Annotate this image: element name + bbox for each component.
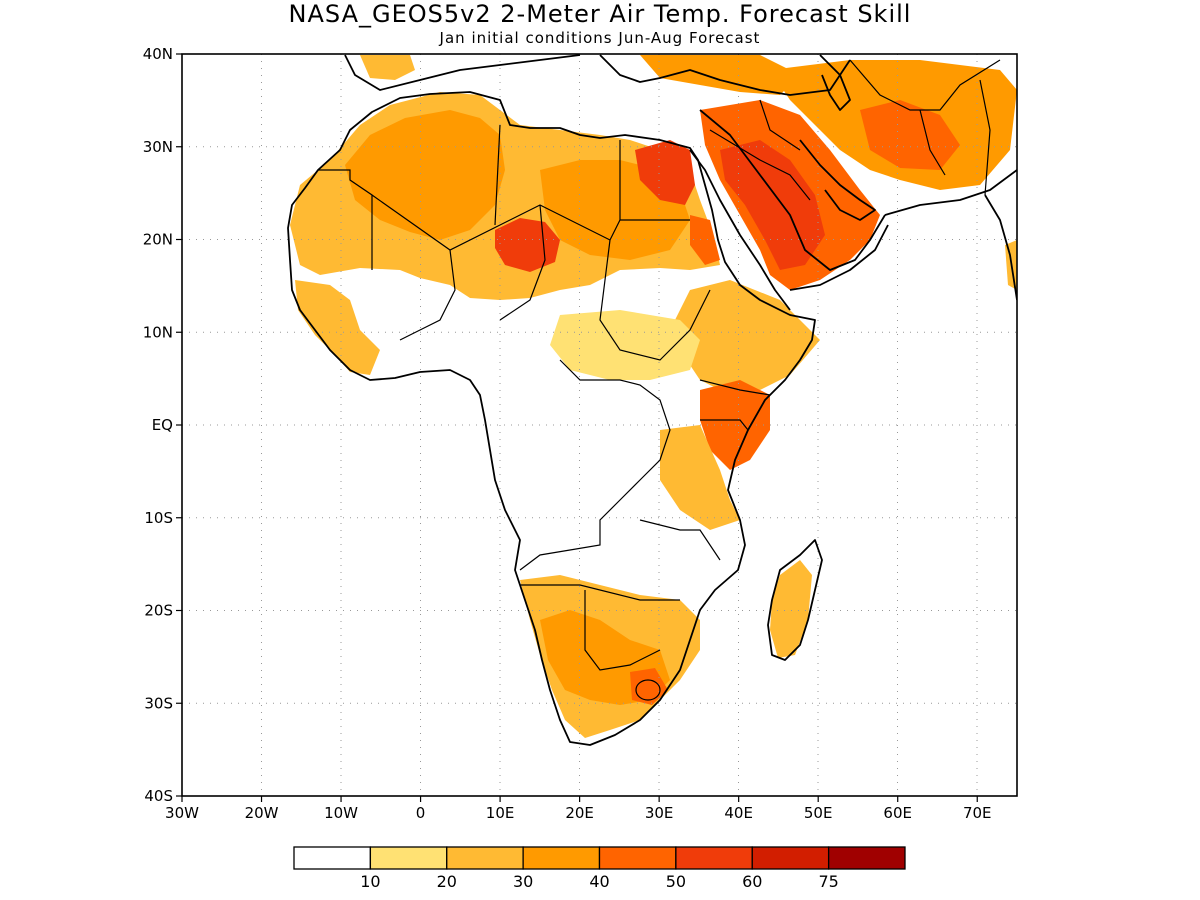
lat-label: 10S bbox=[144, 509, 173, 527]
gulf-coast bbox=[799, 139, 876, 221]
lon-label: 10E bbox=[486, 804, 515, 822]
colorbar-label: 60 bbox=[742, 872, 762, 891]
map-subtitle: Jan initial conditions Jun-Aug Forecast bbox=[439, 29, 761, 47]
shade-east-coast bbox=[660, 425, 740, 530]
colorbar-label: 50 bbox=[666, 872, 686, 891]
lon-label: 20E bbox=[565, 804, 594, 822]
coastlines bbox=[287, 54, 1017, 746]
lat-label: 40N bbox=[143, 45, 173, 63]
lat-label: 10N bbox=[143, 323, 173, 341]
colorbar-label: 75 bbox=[818, 872, 838, 891]
latitude-labels: 40N 30N 20N 10N EQ 10S 20S 30S 40S bbox=[143, 45, 182, 805]
lon-label: 60E bbox=[883, 804, 912, 822]
colorbar-label: 40 bbox=[589, 872, 609, 891]
caspian-coast bbox=[819, 54, 851, 111]
lat-label: 40S bbox=[144, 787, 173, 805]
skill-shading bbox=[290, 55, 1017, 738]
colorbar-label: 10 bbox=[360, 872, 380, 891]
shade-north-strip bbox=[640, 55, 800, 95]
lon-label: 50E bbox=[804, 804, 833, 822]
colorbar-swatch bbox=[293, 846, 372, 870]
lat-label: 20S bbox=[144, 602, 173, 620]
shade-sahara-core bbox=[345, 110, 505, 240]
shade-egypt bbox=[635, 140, 695, 205]
shade-iberia bbox=[360, 55, 415, 80]
shade-chad bbox=[495, 218, 560, 272]
shade-ethiopia bbox=[675, 280, 820, 395]
arabia-south-coast bbox=[789, 224, 889, 291]
shade-madagascar bbox=[770, 560, 812, 658]
colorbar-swatch bbox=[446, 846, 524, 870]
colorbar-swatch bbox=[369, 846, 448, 870]
colorbar-swatch bbox=[751, 846, 830, 870]
colorbar-swatch bbox=[598, 846, 677, 870]
country-borders bbox=[318, 59, 1001, 701]
colorbar-swatch bbox=[827, 846, 906, 870]
lon-label: 40E bbox=[724, 804, 753, 822]
india-coast bbox=[984, 194, 1017, 301]
grid-lines bbox=[182, 54, 1017, 796]
colorbar-swatch bbox=[522, 846, 601, 870]
africa-coast bbox=[287, 91, 816, 746]
madagascar-coast bbox=[767, 539, 823, 661]
med-north-coast bbox=[344, 54, 851, 96]
lat-label: 20N bbox=[143, 231, 173, 249]
lon-label: 10W bbox=[324, 804, 358, 822]
colorbar-label: 20 bbox=[437, 872, 457, 891]
shade-nile bbox=[690, 215, 720, 265]
map-title: NASA_GEOS5v2 2-Meter Air Temp. Forecast … bbox=[289, 0, 912, 28]
lat-label: EQ bbox=[152, 416, 173, 434]
lon-label: 30E bbox=[645, 804, 674, 822]
shade-central bbox=[550, 310, 700, 380]
iran-coast bbox=[884, 169, 1017, 216]
colorbar: 10 20 30 40 50 60 75 bbox=[293, 846, 906, 891]
shade-west-africa bbox=[295, 280, 380, 375]
lon-label: 0 bbox=[416, 804, 426, 822]
lat-label: 30N bbox=[143, 138, 173, 156]
map-body bbox=[182, 54, 1017, 796]
colorbar-swatch bbox=[675, 846, 753, 870]
lat-label: 30S bbox=[144, 694, 173, 712]
lon-label: 30W bbox=[165, 804, 199, 822]
longitude-labels: 30W 20W 10W 0 10E 20E 30E 40E 50E 60E 70E bbox=[165, 796, 992, 822]
lon-label: 70E bbox=[963, 804, 992, 822]
shade-iran-spots bbox=[860, 100, 960, 170]
lon-label: 20W bbox=[245, 804, 279, 822]
colorbar-label: 30 bbox=[513, 872, 533, 891]
